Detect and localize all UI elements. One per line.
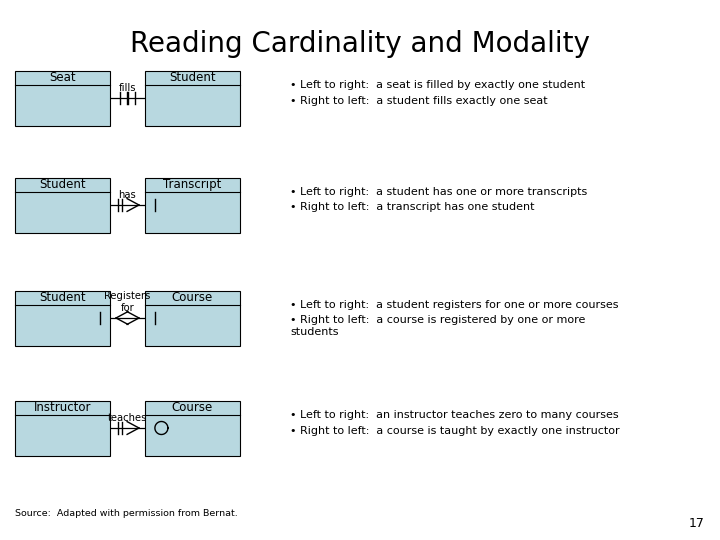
Text: • Right to left:  a transcript has one student: • Right to left: a transcript has one st… — [290, 202, 534, 213]
Bar — [15, 178, 110, 233]
Text: Student: Student — [39, 291, 86, 304]
Bar — [145, 71, 240, 125]
Text: • Left to right:  an instructor teaches zero to many courses: • Left to right: an instructor teaches z… — [290, 410, 618, 420]
Text: • Left to right:  a student has one or more transcripts: • Left to right: a student has one or mo… — [290, 187, 588, 197]
Text: • Left to right:  a seat is filled by exactly one student: • Left to right: a seat is filled by exa… — [290, 80, 585, 90]
Bar — [145, 178, 240, 233]
Text: Student: Student — [39, 178, 86, 191]
Text: fills: fills — [119, 83, 136, 93]
Text: teaches: teaches — [108, 413, 147, 423]
Bar — [15, 291, 110, 346]
Text: 17: 17 — [689, 517, 705, 530]
Bar — [15, 401, 110, 456]
Text: Seat: Seat — [49, 71, 76, 84]
Bar — [145, 401, 240, 456]
Text: Registers
for: Registers for — [104, 292, 150, 313]
Text: Transcript: Transcript — [163, 178, 222, 191]
Text: • Right to left:  a course is registered by one or more
students: • Right to left: a course is registered … — [290, 315, 585, 337]
Text: • Left to right:  a student registers for one or more courses: • Left to right: a student registers for… — [290, 300, 618, 310]
Text: • Right to left:  a course is taught by exactly one instructor: • Right to left: a course is taught by e… — [290, 426, 620, 435]
Bar — [15, 71, 110, 125]
Text: • Right to left:  a student fills exactly one seat: • Right to left: a student fills exactly… — [290, 96, 548, 105]
Text: has: has — [119, 190, 136, 200]
Text: Student: Student — [169, 71, 216, 84]
Text: Reading Cardinality and Modality: Reading Cardinality and Modality — [130, 30, 590, 58]
Bar — [145, 291, 240, 346]
Text: Source:  Adapted with permission from Bernat.: Source: Adapted with permission from Ber… — [15, 509, 238, 518]
Text: Instructor: Instructor — [34, 401, 91, 414]
Text: Course: Course — [172, 401, 213, 414]
Text: Course: Course — [172, 291, 213, 304]
